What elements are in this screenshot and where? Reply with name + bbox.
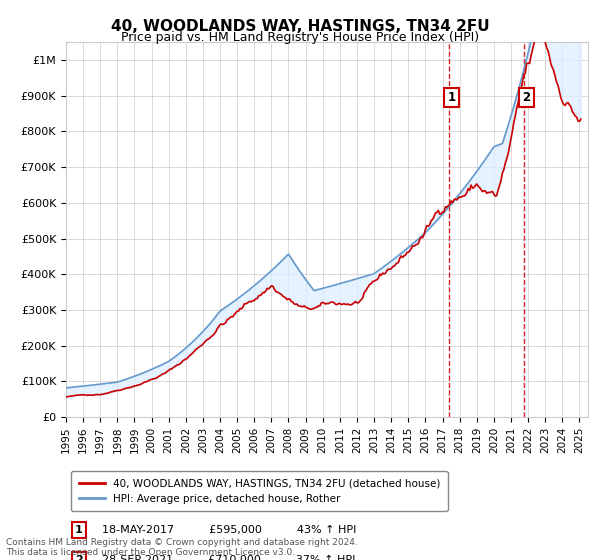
Text: Price paid vs. HM Land Registry's House Price Index (HPI): Price paid vs. HM Land Registry's House … (121, 31, 479, 44)
Text: 2: 2 (75, 555, 83, 560)
Text: 40, WOODLANDS WAY, HASTINGS, TN34 2FU: 40, WOODLANDS WAY, HASTINGS, TN34 2FU (110, 19, 490, 34)
Legend: 40, WOODLANDS WAY, HASTINGS, TN34 2FU (detached house), HPI: Average price, deta: 40, WOODLANDS WAY, HASTINGS, TN34 2FU (d… (71, 471, 448, 511)
Text: 1: 1 (448, 91, 455, 104)
Text: Contains HM Land Registry data © Crown copyright and database right 2024.
This d: Contains HM Land Registry data © Crown c… (6, 538, 358, 557)
Text: 18-MAY-2017          £595,000          43% ↑ HPI: 18-MAY-2017 £595,000 43% ↑ HPI (95, 525, 356, 535)
Text: 28-SEP-2021          £710,000          37% ↑ HPI: 28-SEP-2021 £710,000 37% ↑ HPI (95, 555, 355, 560)
Text: 1: 1 (75, 525, 83, 535)
Text: 2: 2 (523, 91, 530, 104)
